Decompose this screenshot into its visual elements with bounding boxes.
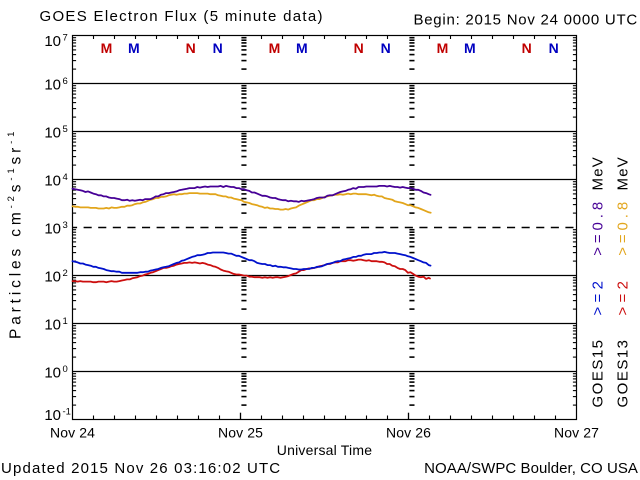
svg-text:N: N <box>186 40 196 56</box>
svg-text:10: 10 <box>44 269 61 286</box>
svg-text:M: M <box>128 40 140 56</box>
svg-text:5: 5 <box>63 124 68 135</box>
svg-text:MeV: MeV <box>590 156 607 190</box>
svg-text:M: M <box>464 40 476 56</box>
svg-text:7: 7 <box>63 32 68 43</box>
svg-text:M: M <box>296 40 308 56</box>
svg-text:10: 10 <box>44 125 61 142</box>
svg-text:10: 10 <box>44 221 61 238</box>
svg-text:Nov 25: Nov 25 <box>218 425 263 441</box>
svg-text:2: 2 <box>63 268 68 279</box>
svg-text:Nov 24: Nov 24 <box>50 425 95 441</box>
svg-text:10: 10 <box>44 77 61 94</box>
svg-text:M: M <box>269 40 281 56</box>
svg-text:Updated 2015 Nov 26 03:16:02 U: Updated 2015 Nov 26 03:16:02 UTC <box>1 460 281 477</box>
svg-text:>=2: >=2 <box>590 277 607 316</box>
svg-text:>=0.8: >=0.8 <box>615 198 632 256</box>
svg-text:N: N <box>213 40 223 56</box>
svg-text:GOES13: GOES13 <box>615 338 632 407</box>
svg-text:NOAA/SWPC Boulder, CO USA: NOAA/SWPC Boulder, CO USA <box>424 460 638 477</box>
svg-text:Begin: 2015 Nov 24 0000 UTC: Begin: 2015 Nov 24 0000 UTC <box>413 12 638 29</box>
svg-text:6: 6 <box>63 76 68 87</box>
svg-text:>=0.8: >=0.8 <box>590 198 607 256</box>
svg-text:M: M <box>437 40 449 56</box>
svg-text:1: 1 <box>63 316 68 327</box>
svg-text:N: N <box>522 40 532 56</box>
svg-text:Universal Time: Universal Time <box>277 442 372 458</box>
svg-text:-1: -1 <box>63 406 71 417</box>
svg-text:M: M <box>101 40 113 56</box>
svg-text:GOES15: GOES15 <box>590 338 607 407</box>
svg-text:N: N <box>549 40 559 56</box>
svg-text:>=2: >=2 <box>615 277 632 316</box>
svg-text:10: 10 <box>44 365 61 382</box>
svg-text:4: 4 <box>63 172 68 183</box>
svg-text:10: 10 <box>44 407 61 424</box>
svg-text:0: 0 <box>63 364 68 375</box>
svg-text:MeV: MeV <box>615 156 632 190</box>
svg-text:Nov 27: Nov 27 <box>554 425 599 441</box>
svg-text:10: 10 <box>44 173 61 190</box>
svg-text:Particles cm-2s-1sr-1: Particles cm-2s-1sr-1 <box>6 128 25 339</box>
svg-text:Nov 26: Nov 26 <box>386 425 431 441</box>
svg-text:10: 10 <box>44 33 61 50</box>
svg-text:GOES Electron Flux (5 minute d: GOES Electron Flux (5 minute data) <box>40 8 324 25</box>
svg-text:10: 10 <box>44 317 61 334</box>
svg-text:N: N <box>354 40 364 56</box>
svg-text:N: N <box>381 40 391 56</box>
svg-text:3: 3 <box>63 220 68 231</box>
